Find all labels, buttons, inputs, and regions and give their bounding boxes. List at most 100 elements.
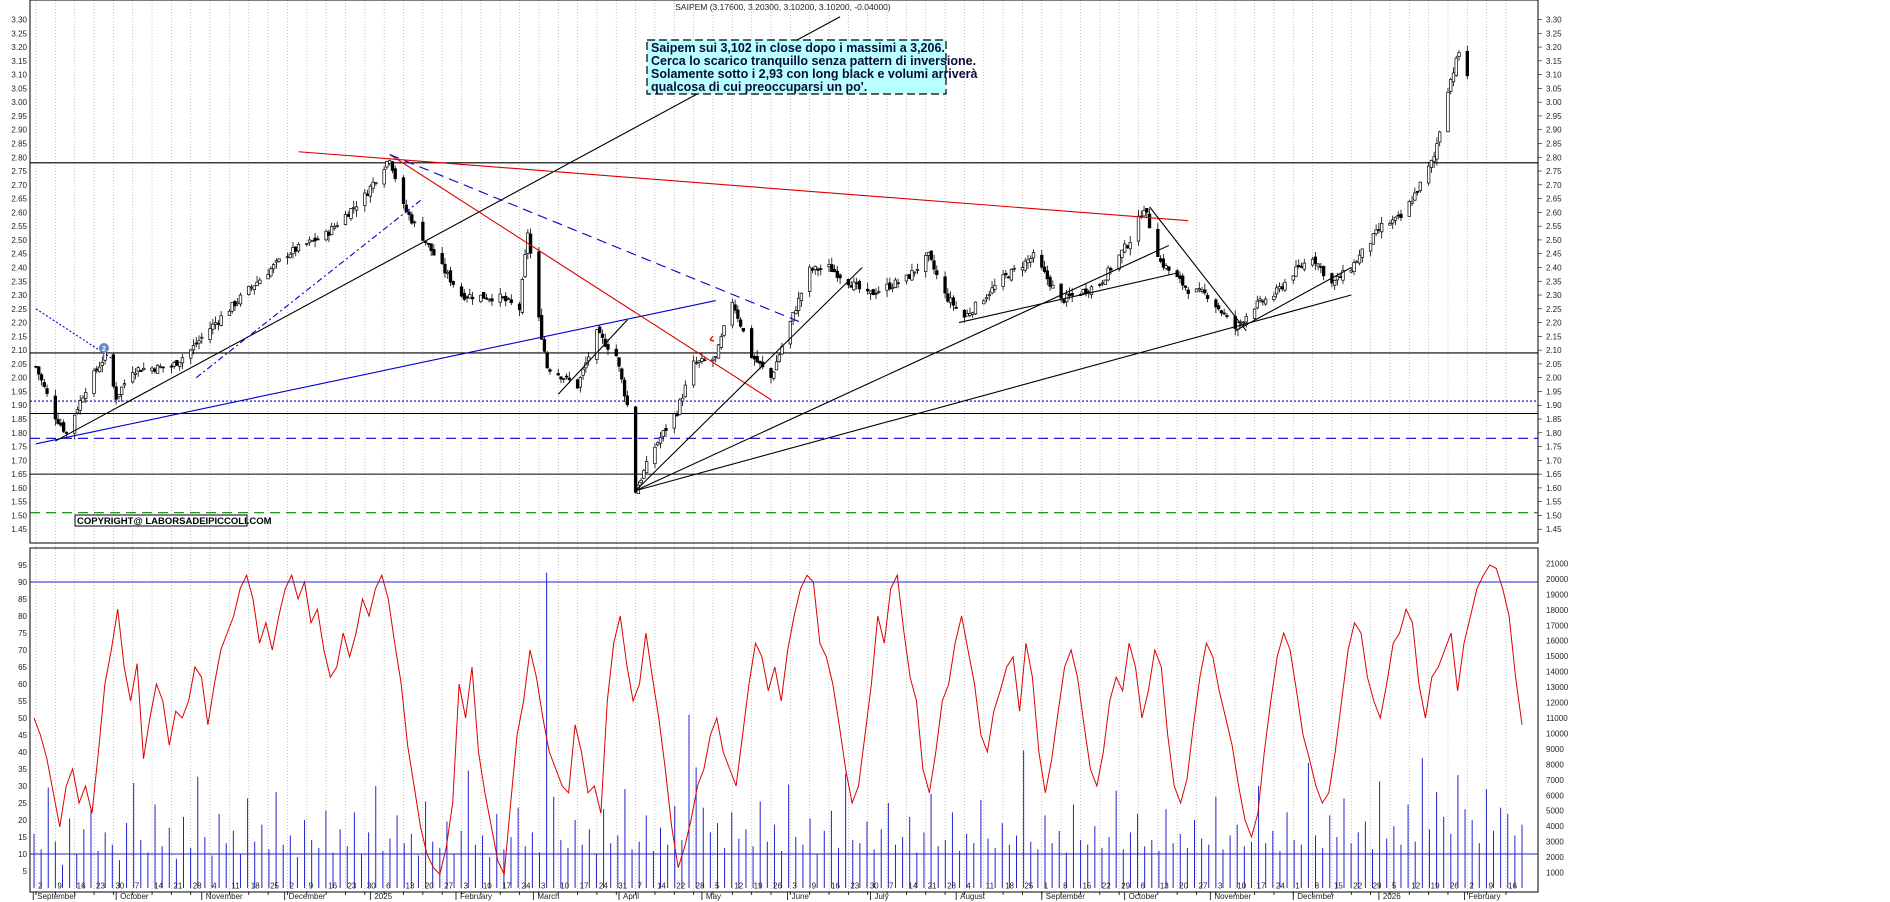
copyright-label: COPYRIGHT@ LABORSADEIPICCOLI.COM: [74, 514, 272, 527]
candle-body: [857, 280, 862, 290]
candle-body: [1407, 201, 1411, 217]
day-tick-label: 2: [289, 882, 294, 891]
grid-lines: [35, 0, 1507, 892]
candle-body: [1275, 287, 1279, 295]
candle-body: [838, 274, 842, 279]
candle-body: [600, 333, 605, 338]
candle-body: [484, 297, 489, 300]
candle-body: [247, 285, 251, 296]
price-tick-right: 2.60: [1546, 208, 1562, 217]
price-tick-left: 2.80: [11, 153, 27, 162]
price-tick-left: 2.25: [11, 305, 27, 314]
day-tick-label: 30: [870, 882, 879, 891]
candle-body: [1283, 281, 1287, 291]
candle-body: [1167, 266, 1171, 271]
candle-body: [680, 397, 685, 402]
candle-body: [890, 286, 895, 289]
candle-body: [1244, 316, 1248, 323]
candle-body: [266, 274, 270, 280]
candle-body: [849, 285, 853, 288]
candle-body: [1446, 91, 1450, 133]
volume-tick: 16000: [1546, 637, 1569, 646]
trendline: [635, 267, 863, 492]
candle-body: [810, 268, 815, 271]
price-tick-right: 1.90: [1546, 401, 1562, 410]
candle-body: [139, 369, 143, 372]
candle-body: [1399, 213, 1403, 218]
candle-body: [1222, 312, 1226, 315]
price-tick-left: 2.40: [11, 263, 27, 272]
price-tick-right: 2.35: [1546, 277, 1562, 286]
candle-body: [1302, 262, 1306, 270]
candle-body: [1294, 266, 1298, 277]
candle-body: [1277, 286, 1282, 290]
day-tick-label: 3: [464, 882, 469, 891]
month-label: July: [874, 892, 888, 901]
candle-body: [216, 322, 221, 325]
candle-body: [791, 312, 795, 322]
candle-body: [948, 297, 953, 304]
day-tick-label: 28: [947, 882, 956, 891]
candle-body: [258, 279, 262, 285]
copyright-box: [74, 514, 248, 527]
volume-tick: 17000: [1546, 621, 1569, 630]
candle-body: [479, 294, 483, 302]
candle-body: [562, 378, 566, 380]
candle-body: [37, 366, 41, 375]
day-tick-label: 11: [986, 882, 995, 891]
candle-body: [716, 344, 721, 359]
candle-body: [189, 349, 193, 359]
candle-body: [327, 231, 331, 236]
price-tick-left: 2.75: [11, 167, 27, 176]
candle-body: [1145, 208, 1149, 213]
candle-body: [197, 340, 201, 344]
candle-body: [832, 268, 837, 273]
price-tick-left: 1.75: [11, 443, 27, 452]
price-tick-left: 3.05: [11, 84, 27, 93]
candle-body: [158, 366, 162, 368]
candle-body: [675, 414, 679, 416]
candle-body: [893, 279, 897, 288]
candle-body: [1333, 280, 1337, 286]
candle-body: [578, 376, 582, 388]
price-tick-left: 2.50: [11, 236, 27, 245]
trendline: [958, 272, 1178, 324]
price-tick-left: 3.30: [11, 16, 27, 25]
price-tick-right: 3.05: [1546, 84, 1562, 93]
day-tick-label: 17: [1257, 882, 1266, 891]
candle-body: [313, 237, 317, 242]
candle-body: [581, 368, 585, 376]
candle-body: [1319, 266, 1323, 268]
price-tick-left: 1.70: [11, 456, 27, 465]
day-tick-label: 26: [773, 882, 782, 891]
price-tick-right: 3.00: [1546, 98, 1562, 107]
candle-body: [971, 312, 975, 315]
day-tick-label: 16: [328, 882, 337, 891]
month-label: 2025: [374, 892, 392, 901]
candle-body: [401, 177, 406, 204]
price-tick-left: 3.20: [11, 43, 27, 52]
candle-body: [1316, 263, 1320, 267]
candle-body: [382, 169, 386, 185]
date-axis: 2 9 16 23 30 7 14 21 28 4 11 18 25 2 9 16 23 30 6 13 20 27 3 10…: [32, 882, 1517, 901]
candle-body: [310, 240, 314, 242]
price-tick-left: 2.70: [11, 181, 27, 190]
oscillator-tick: 80: [18, 612, 27, 621]
day-tick-label: 14: [657, 882, 666, 891]
candle-body: [1313, 256, 1317, 264]
candle-body: [1297, 264, 1301, 267]
candle-body: [407, 211, 411, 215]
day-tick-label: 27: [444, 882, 453, 891]
month-label: October: [120, 892, 149, 901]
candle-body: [1349, 270, 1353, 273]
candle-body: [691, 360, 696, 386]
candle-body: [645, 461, 649, 474]
candle-body: [1449, 79, 1453, 92]
candle-body: [606, 344, 610, 350]
oscillator-tick: 60: [18, 680, 27, 689]
volume-tick: 1000: [1546, 869, 1564, 878]
day-tick-label: 25: [1024, 882, 1033, 891]
candle-body: [490, 298, 494, 302]
oscillator-tick: 40: [18, 748, 27, 757]
price-tick-right: 2.15: [1546, 332, 1562, 341]
